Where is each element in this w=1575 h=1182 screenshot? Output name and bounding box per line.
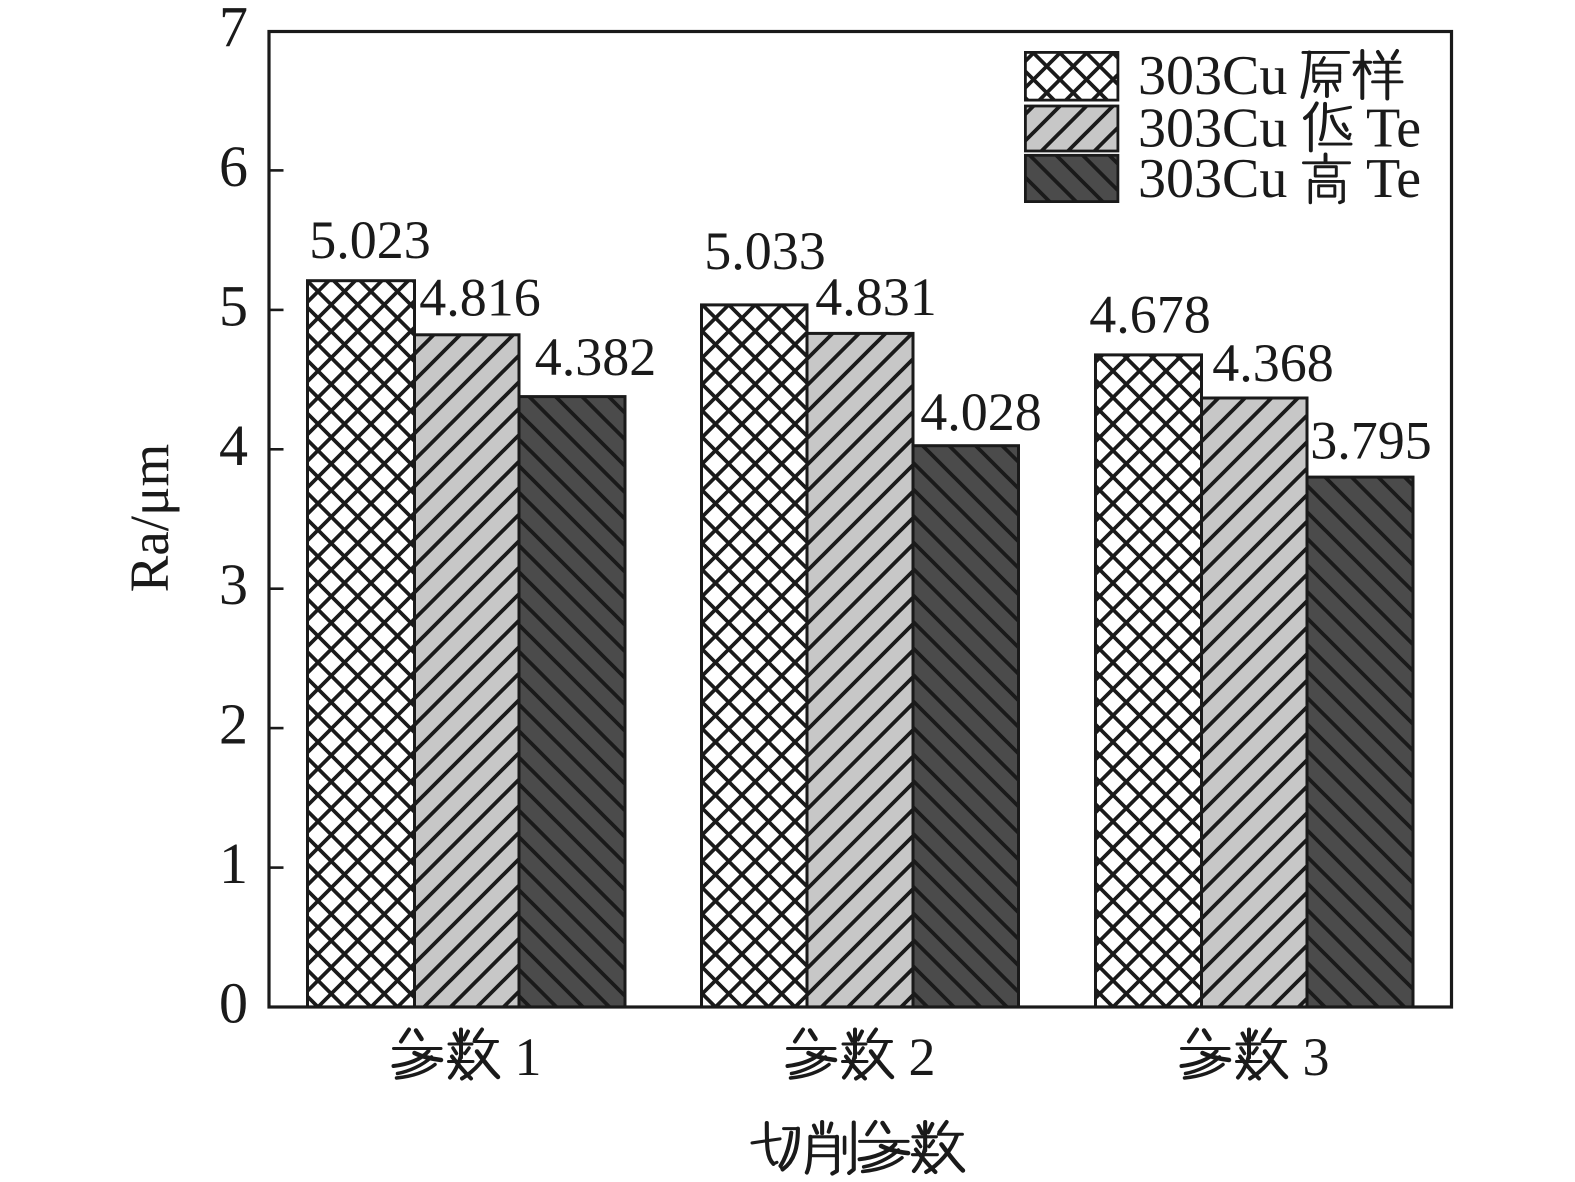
svg-text:4.816: 4.816 — [419, 268, 541, 328]
svg-text:5.033: 5.033 — [704, 221, 826, 281]
svg-text:5.023: 5.023 — [309, 210, 431, 270]
svg-text:3: 3 — [1303, 1027, 1330, 1087]
svg-text:303Cu: 303Cu — [1138, 98, 1287, 160]
svg-text:4.678: 4.678 — [1089, 285, 1211, 345]
svg-text:Ra/μm: Ra/μm — [119, 444, 180, 593]
svg-text:0: 0 — [219, 971, 248, 1036]
svg-text:303Cu: 303Cu — [1138, 148, 1287, 210]
svg-text:1: 1 — [219, 831, 248, 896]
svg-text:7: 7 — [219, 0, 248, 60]
svg-text:303Cu: 303Cu — [1138, 45, 1287, 107]
svg-text:Te: Te — [1366, 98, 1421, 160]
svg-text:5: 5 — [219, 273, 248, 338]
svg-text:2: 2 — [219, 692, 248, 757]
svg-text:4.831: 4.831 — [815, 267, 937, 327]
svg-text:1: 1 — [515, 1027, 542, 1087]
svg-text:4.028: 4.028 — [920, 382, 1042, 442]
svg-text:4.382: 4.382 — [535, 327, 657, 387]
svg-text:Te: Te — [1366, 148, 1421, 210]
svg-text:4.368: 4.368 — [1212, 333, 1334, 393]
svg-text:3: 3 — [219, 552, 248, 617]
svg-text:4: 4 — [219, 413, 248, 478]
svg-text:6: 6 — [219, 134, 248, 199]
svg-text:3.795: 3.795 — [1310, 411, 1432, 471]
svg-text:2: 2 — [909, 1027, 936, 1087]
